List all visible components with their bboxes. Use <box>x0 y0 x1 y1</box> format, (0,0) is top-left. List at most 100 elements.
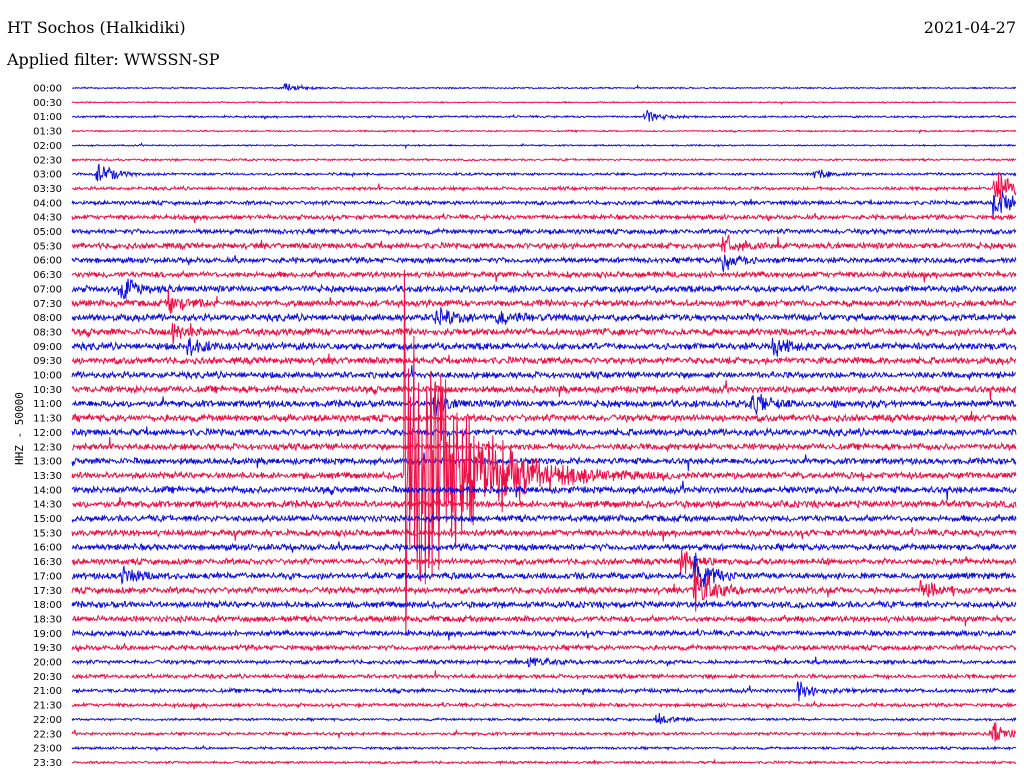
tick-label: 17:30 <box>33 586 62 597</box>
tick-label: 15:30 <box>33 528 62 539</box>
trace-0730 <box>71 289 1017 314</box>
trace-0830 <box>71 322 1017 345</box>
trace-0430 <box>71 212 1017 224</box>
tick-label: 22:00 <box>33 715 62 726</box>
trace-1600 <box>71 541 1017 553</box>
trace-0330 <box>71 172 1017 200</box>
tick-label: 14:00 <box>33 485 62 496</box>
tick-label: 05:00 <box>33 227 62 238</box>
date-label: 2021-04-27 <box>923 18 1016 37</box>
tick-label: 00:00 <box>33 84 62 95</box>
tick-label: 20:00 <box>33 658 62 669</box>
tick-label: 20:30 <box>33 672 62 683</box>
tick-label: 23:30 <box>33 758 62 769</box>
tick-label: 19:00 <box>33 629 62 640</box>
trace-0900 <box>71 337 1017 357</box>
trace-1700 <box>71 552 1016 591</box>
trace-1630 <box>71 550 1017 575</box>
trace-0000 <box>71 83 1017 92</box>
tick-label: 01:30 <box>33 127 62 138</box>
tick-label: 16:30 <box>33 557 62 568</box>
trace-1530 <box>71 527 1017 542</box>
tick-label: 13:00 <box>33 457 62 468</box>
trace-1730 <box>71 571 1017 612</box>
trace-0300 <box>71 163 1017 182</box>
trace-2030 <box>71 670 1017 681</box>
trace-0200 <box>71 142 1017 150</box>
tick-label: 00:30 <box>33 98 62 109</box>
tick-label: 18:00 <box>33 600 62 611</box>
trace-1230 <box>71 436 1017 453</box>
trace-0700 <box>71 278 1017 300</box>
trace-0600 <box>71 254 1017 272</box>
trace-0500 <box>71 226 1017 237</box>
tick-label: 05:30 <box>33 241 62 252</box>
trace-0400 <box>71 191 1017 220</box>
tick-label: 13:30 <box>33 471 62 482</box>
tick-label: 15:00 <box>33 514 62 525</box>
tick-label: 12:00 <box>33 428 62 439</box>
time-tick-labels: 00:00 00:30 01:00 01:30 02:00 02:30 03:00 03:30… <box>33 84 62 769</box>
tick-label: 11:30 <box>33 414 62 425</box>
trace-2100 <box>71 680 1017 702</box>
tick-label: 04:30 <box>33 213 62 224</box>
tick-label: 02:30 <box>33 155 62 166</box>
tick-label: 10:00 <box>33 371 62 382</box>
trace-1830 <box>71 613 1017 627</box>
tick-label: 08:30 <box>33 327 62 338</box>
tick-label: 12:30 <box>33 442 62 453</box>
tick-label: 16:00 <box>33 543 62 554</box>
trace-2230 <box>71 722 1017 742</box>
tick-label: 07:00 <box>33 284 62 295</box>
tick-label: 19:30 <box>33 643 62 654</box>
trace-0530 <box>71 234 1017 253</box>
trace-1400 <box>71 480 1017 501</box>
trace-1930 <box>71 643 1017 653</box>
tick-label: 14:30 <box>33 500 62 511</box>
tick-label: 09:00 <box>33 342 62 353</box>
trace-0630 <box>71 269 1017 283</box>
tick-label: 22:30 <box>33 729 62 740</box>
trace-1330 <box>71 269 1017 636</box>
tick-label: 03:00 <box>33 170 62 181</box>
tick-label: 07:30 <box>33 299 62 310</box>
tick-label: 03:30 <box>33 184 62 195</box>
trace-0030 <box>71 100 1016 106</box>
station-title: HT Sochos (Halkidiki) <box>7 18 186 37</box>
trace-1130 <box>71 410 1017 424</box>
tick-label: 06:30 <box>33 270 62 281</box>
tick-label: 10:30 <box>33 385 62 396</box>
trace-0100 <box>71 109 1017 122</box>
trace-2000 <box>71 656 1017 668</box>
tick-label: 21:00 <box>33 686 62 697</box>
trace-1300 <box>71 452 1017 472</box>
tick-label: 09:30 <box>33 356 62 367</box>
filter-label: Applied filter: WWSSN-SP <box>7 50 220 69</box>
trace-1030 <box>71 380 1017 401</box>
trace-2330 <box>71 758 1017 766</box>
tick-label: 06:00 <box>33 256 62 267</box>
trace-1500 <box>71 513 1017 524</box>
trace-0230 <box>71 157 1017 163</box>
tick-label: 17:00 <box>33 571 62 582</box>
tick-label: 08:00 <box>33 313 62 324</box>
trace-1800 <box>71 599 1017 610</box>
trace-1430 <box>71 496 1017 510</box>
trace-2200 <box>71 712 1017 725</box>
trace-2300 <box>71 744 1017 752</box>
trace-0130 <box>71 129 1016 135</box>
trace-1100 <box>71 393 1017 418</box>
tick-label: 23:00 <box>33 744 62 755</box>
seismogram-traces <box>71 83 1017 766</box>
tick-label: 02:00 <box>33 141 62 152</box>
trace-1000 <box>71 365 1017 381</box>
tick-label: 04:00 <box>33 198 62 209</box>
trace-1200 <box>71 426 1017 438</box>
trace-0930 <box>71 353 1017 367</box>
tick-label: 18:30 <box>33 614 62 625</box>
tick-label: 21:30 <box>33 701 62 712</box>
trace-2130 <box>71 700 1017 710</box>
tick-label: 11:00 <box>33 399 62 410</box>
tick-label: 01:00 <box>33 112 62 123</box>
